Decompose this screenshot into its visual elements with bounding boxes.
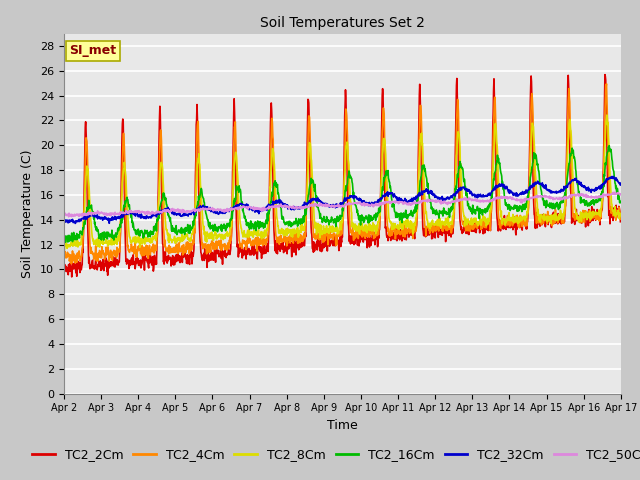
Y-axis label: Soil Temperature (C): Soil Temperature (C)	[22, 149, 35, 278]
Title: Soil Temperatures Set 2: Soil Temperatures Set 2	[260, 16, 425, 30]
Text: SI_met: SI_met	[70, 44, 116, 58]
Legend: TC2_2Cm, TC2_4Cm, TC2_8Cm, TC2_16Cm, TC2_32Cm, TC2_50Cm: TC2_2Cm, TC2_4Cm, TC2_8Cm, TC2_16Cm, TC2…	[27, 443, 640, 466]
X-axis label: Time: Time	[327, 419, 358, 432]
